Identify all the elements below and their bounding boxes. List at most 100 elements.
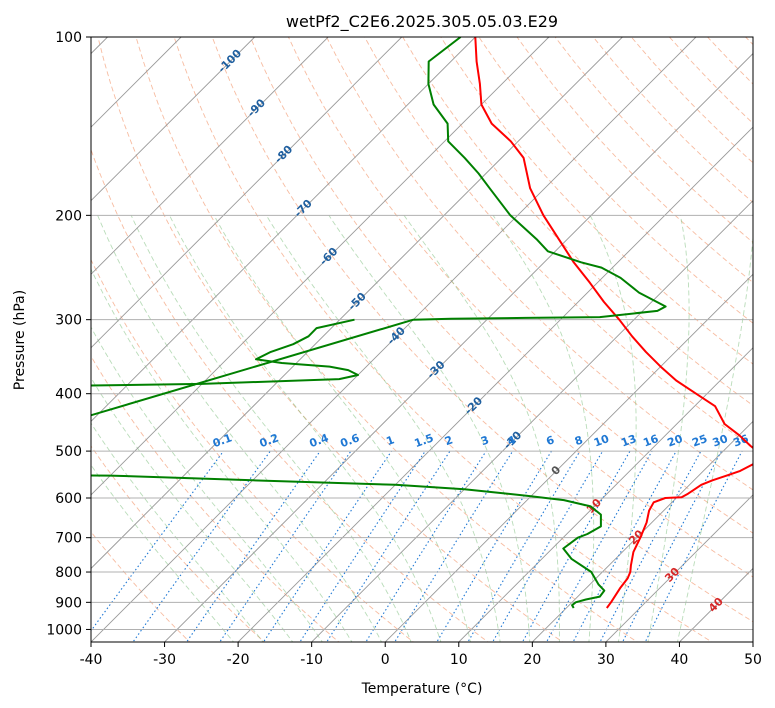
isotherm-line — [91, 37, 255, 202]
isotherm-label: 0 — [549, 463, 564, 478]
profile-line-2 — [91, 37, 667, 609]
x-tick-label: -10 — [300, 652, 323, 668]
dry-adiabat-line — [745, 37, 753, 46]
isotherm-line — [237, 126, 753, 642]
x-tick-label: -40 — [80, 652, 103, 668]
dry-adiabat-line — [364, 37, 753, 448]
y-tick-label: 1000 — [46, 622, 82, 638]
mixing-ratio-label: 6 — [544, 433, 556, 448]
isotherm-line — [91, 37, 697, 642]
isotherm-label: 30 — [662, 565, 682, 585]
mixing-ratio-label: 0.4 — [308, 431, 331, 450]
mixing-ratio-line — [219, 450, 352, 642]
dry-adiabat-line — [707, 37, 753, 85]
isotherm-line — [458, 347, 753, 642]
mixing-ratio-line — [467, 450, 581, 642]
mixing-ratio-label: 10 — [592, 432, 611, 450]
isotherm-label: -100 — [215, 47, 244, 76]
x-tick-label: 10 — [450, 652, 468, 668]
moist-adiabat-line — [677, 232, 753, 642]
y-tick-label: 300 — [55, 313, 82, 329]
x-tick-label: 50 — [744, 652, 762, 668]
profile-line-1 — [474, 37, 753, 609]
isotherm-label: -70 — [292, 197, 315, 220]
mixing-ratio-label: 0.1 — [211, 431, 234, 450]
dry-adiabat-line — [440, 37, 753, 365]
mixing-ratio-line — [91, 450, 224, 632]
y-tick-label: 600 — [55, 491, 82, 507]
mixing-ratio-label: 25 — [690, 432, 709, 449]
y-tick-label: 900 — [55, 595, 82, 611]
mixing-ratio-line — [572, 450, 677, 642]
isotherm-line — [91, 37, 329, 275]
moist-adiabat-line — [91, 464, 235, 642]
isotherm-label: -90 — [245, 96, 268, 119]
mixing-ratio-line — [621, 450, 722, 642]
dry-adiabat-line — [516, 37, 753, 284]
isotherm-line — [752, 641, 753, 642]
isotherm-line — [311, 200, 753, 642]
moist-adiabat-line — [91, 268, 353, 642]
moist-adiabat-line — [91, 376, 294, 642]
y-tick-label: 100 — [55, 30, 82, 46]
isotherm-line — [164, 52, 753, 642]
isotherm-line — [532, 420, 753, 642]
moist-adiabat-line — [130, 215, 412, 642]
moist-adiabat-line — [492, 215, 595, 642]
isotherm-label: -60 — [317, 245, 340, 268]
y-tick-label: 800 — [55, 565, 82, 581]
isotherm-line — [91, 37, 476, 422]
mixing-ratio-line — [365, 450, 487, 642]
y-tick-label: 200 — [55, 208, 82, 224]
mixing-ratio-label: 16 — [641, 432, 660, 450]
moist-adiabat-line — [91, 422, 264, 642]
mixing-ratio-line — [262, 450, 392, 642]
mixing-ratio-label: 4 — [506, 433, 518, 448]
mixing-ratio-line — [394, 450, 514, 642]
mixing-ratio-label: 1 — [385, 433, 397, 448]
mixing-ratio-line — [326, 450, 451, 642]
x-tick-label: -30 — [153, 652, 176, 668]
moist-adiabat-line — [169, 215, 442, 642]
profile-line-3 — [91, 318, 359, 387]
moist-adiabat-line — [91, 326, 323, 642]
dry-adiabat-line — [402, 37, 753, 407]
dry-adiabat-line — [173, 37, 713, 642]
x-tick-label: 20 — [523, 652, 541, 668]
mixing-ratio-line — [599, 450, 702, 642]
mixing-ratio-label: 20 — [666, 432, 685, 450]
mixing-ratio-label: 13 — [619, 432, 638, 449]
x-tick-label: 0 — [381, 652, 390, 668]
dry-adiabat-line — [249, 37, 753, 578]
isotherm-line — [91, 37, 403, 349]
mixing-ratio-label: 36 — [731, 432, 750, 450]
moist-adiabat-line — [265, 215, 501, 642]
isotherm-label: -80 — [272, 142, 295, 165]
dry-adiabat-line — [211, 37, 753, 623]
isotherm-line — [384, 273, 753, 642]
mixing-ratio-line — [132, 450, 271, 642]
mixing-ratio-label: 0.6 — [338, 431, 361, 450]
x-tick-label: 30 — [597, 652, 615, 668]
isotherm-line — [91, 37, 623, 570]
dry-adiabat-line — [326, 37, 753, 491]
dry-adiabat-line — [91, 148, 489, 642]
isotherm-label: 40 — [706, 595, 726, 615]
moist-adiabat-line — [403, 215, 560, 642]
mixing-ratio-label: 1.5 — [413, 431, 436, 450]
moist-adiabat-line — [97, 215, 383, 642]
isotherm-line — [679, 567, 753, 642]
isotherm-label: -30 — [424, 358, 447, 381]
dry-adiabat-line — [97, 37, 564, 642]
mixing-ratio-line — [185, 450, 321, 642]
x-tick-label: 40 — [671, 652, 689, 668]
y-tick-label: 700 — [55, 531, 82, 547]
plot-frame — [90, 36, 754, 643]
dry-adiabat-line — [91, 355, 340, 642]
y-tick-label: 400 — [55, 387, 82, 403]
mixing-ratio-label: 0.2 — [258, 431, 281, 450]
x-axis-label: Temperature (°C) — [361, 681, 483, 697]
mixing-ratio-label: 3 — [479, 433, 491, 448]
y-tick-label: 500 — [55, 444, 82, 460]
